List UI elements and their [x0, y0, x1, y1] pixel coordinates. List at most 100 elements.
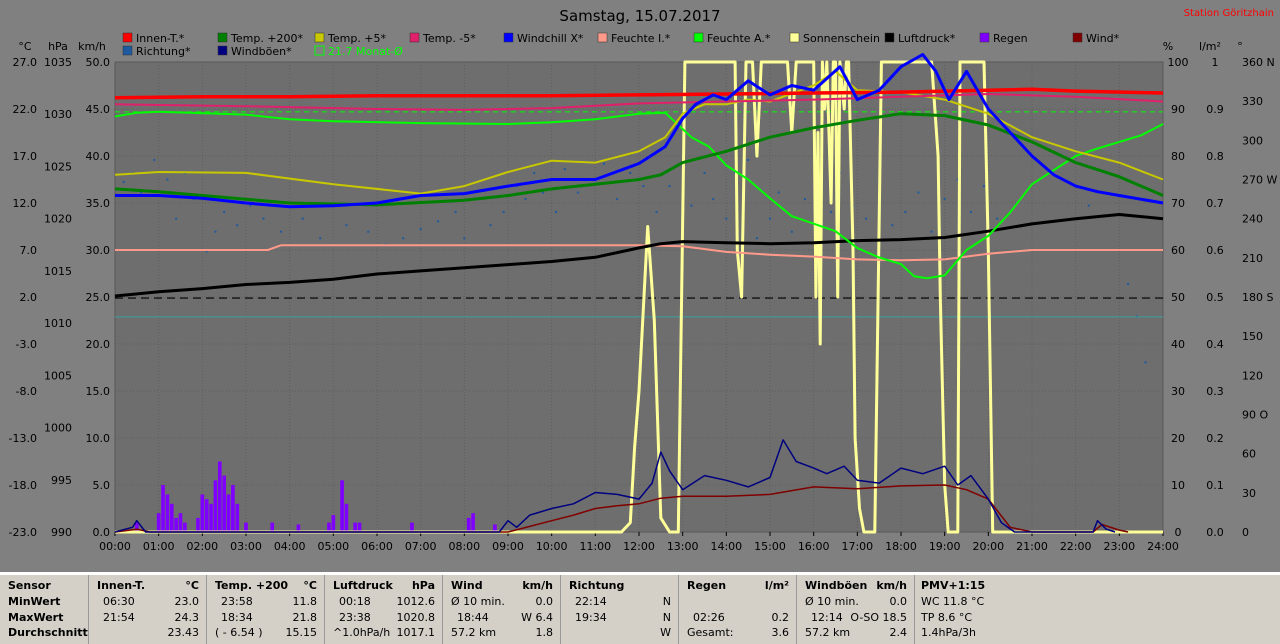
unit-rain: l/m²: [1199, 40, 1221, 53]
legend-swatch: [597, 32, 608, 43]
direction-dot: [301, 217, 304, 220]
x-tick-label: 08:00: [448, 540, 480, 553]
y-tick-label-celsius: 17.0: [13, 150, 38, 163]
direction-dot: [803, 198, 806, 201]
legend-swatch: [789, 32, 800, 43]
stats-col: PMV+1:15 WC 11.8 °C TP 8.6 °C 1.4hPa/3h: [914, 575, 1115, 644]
stats-cell-value: W 6.4: [521, 611, 553, 624]
stats-cell-value: 1.8: [535, 626, 554, 639]
y-tick-label-hpa: 1030: [44, 108, 72, 121]
y-tick-label-kmh: 0.0: [93, 526, 111, 539]
unit-percent: %: [1163, 40, 1173, 53]
direction-dot: [891, 224, 894, 227]
direction-dot: [655, 211, 658, 214]
direction-dot: [419, 228, 422, 231]
legend-swatch: [122, 45, 133, 56]
stats-col: Regen l/m² 02:26 0.2 Gesamt: 3.6: [678, 575, 797, 644]
stats-cell-key: 23:58: [221, 595, 253, 608]
y-tick-label-rain: 0.1: [1206, 479, 1224, 492]
direction-dot: [175, 217, 178, 220]
legend-swatch: [503, 32, 514, 43]
stats-col: Windböen km/h Ø 10 min. 0.0 12:14 O-SO 18.5 57…: [796, 575, 915, 644]
stats-cell-key: Ø 10 min.: [451, 595, 505, 608]
direction-dot: [703, 171, 706, 174]
x-tick-label: 09:00: [492, 540, 524, 553]
y-tick-label-percent: 10: [1171, 479, 1185, 492]
legend-label: Luftdruck*: [898, 32, 956, 45]
stats-col: Richtung 22:14 N 19:34 N W: [560, 575, 679, 644]
y-tick-label-percent: 30: [1171, 385, 1185, 398]
axes: 00:00 01:00 02:00 03:00 04:00 05:00 06:00 07:00…: [9, 56, 1278, 553]
stats-col-unit: km/h: [522, 579, 553, 592]
stats-col-title: Temp. +200: [215, 579, 289, 592]
legend-label: Richtung*: [136, 45, 191, 58]
y-tick-label-percent: 40: [1171, 338, 1185, 351]
legend-swatch: [1072, 32, 1083, 43]
x-tick-label: 01:00: [143, 540, 175, 553]
legend-item: Wind*: [1072, 32, 1120, 45]
direction-dot: [262, 217, 265, 220]
stats-cell-value: 1020.8: [396, 611, 436, 624]
stats-col-title: Wind: [451, 579, 483, 592]
separator: [0, 572, 1280, 575]
y-tick-label-percent: 70: [1171, 197, 1185, 210]
stats-col-unit: °C: [303, 579, 317, 592]
legend-label: Temp. +5*: [327, 32, 387, 45]
direction-dot: [1087, 204, 1090, 207]
direction-dot: [541, 191, 544, 194]
rain-bar: [169, 503, 174, 532]
stats-cell-key: 18:44: [457, 611, 489, 624]
series-line-wind: [114, 484, 1129, 533]
direction-dot: [930, 230, 933, 233]
y-tick-label-celsius: -13.0: [9, 432, 37, 445]
stats-cell-value: O-SO 18.5: [850, 611, 907, 624]
y-tick-label-hpa: 1025: [44, 160, 72, 173]
y-tick-label-kmh: 25.0: [86, 291, 111, 304]
legend-item: Temp. +5*: [314, 32, 387, 45]
y-tick-label-direction: 120: [1242, 369, 1263, 382]
rain-bar: [340, 480, 344, 532]
y-tick-label-kmh: 45.0: [86, 103, 111, 116]
rain-bar: [466, 517, 471, 532]
legend-label: 21.7 Monat-Ø: [328, 45, 403, 58]
stats-col: Wind km/h Ø 10 min. 0.0 18:44 W 6.4 57.2 km 1.8: [442, 575, 561, 644]
legend-swatch: [217, 45, 228, 56]
y-tick-label-direction: 240: [1242, 213, 1263, 226]
stats-cell-value: 1017.1: [396, 626, 436, 639]
stats-col-unit: l/m²: [764, 579, 789, 592]
direction-dot: [830, 211, 833, 214]
legend-label: Temp. -5*: [422, 32, 476, 45]
rain-bar: [161, 485, 165, 532]
y-tick-label-celsius: -23.0: [9, 526, 37, 539]
legend-swatch: [122, 32, 133, 43]
legend-swatch: [884, 32, 895, 43]
legend-swatch: [217, 32, 228, 43]
direction-dot: [249, 204, 252, 207]
rain-bar: [357, 522, 362, 532]
legend-swatch: [409, 32, 420, 43]
stats-cell-value: N: [662, 595, 671, 608]
station-name: Station Göritzhain: [1184, 8, 1274, 19]
stats-col-unit: hPa: [411, 579, 435, 592]
stats-cell-value: N: [662, 611, 671, 624]
stats-sensor-header: Sensor: [8, 579, 51, 592]
stats-cell-key: 02:26: [693, 611, 725, 624]
rain-bar: [410, 522, 414, 532]
x-tick-label: 02:00: [186, 540, 218, 553]
x-tick-label: 12:00: [623, 540, 655, 553]
x-tick-label: 24:00: [1147, 540, 1179, 553]
direction-dot: [502, 211, 505, 214]
y-tick-label-celsius: -8.0: [16, 385, 37, 398]
legend-item: Sonnenschein: [789, 32, 880, 45]
unit-kmh: km/h: [78, 40, 106, 53]
y-tick-label-direction: 90 O: [1242, 409, 1268, 422]
rain-bar: [231, 485, 235, 532]
x-tick-label: 03:00: [230, 540, 262, 553]
direction-dot: [279, 230, 282, 233]
stats-cell-value: 21.8: [292, 611, 318, 624]
rain-bar: [222, 475, 226, 532]
direction-dot: [956, 178, 959, 181]
stats-col-title: Innen-T.: [97, 579, 146, 592]
legend-swatch: [314, 45, 325, 56]
series-lines: [114, 53, 1164, 534]
